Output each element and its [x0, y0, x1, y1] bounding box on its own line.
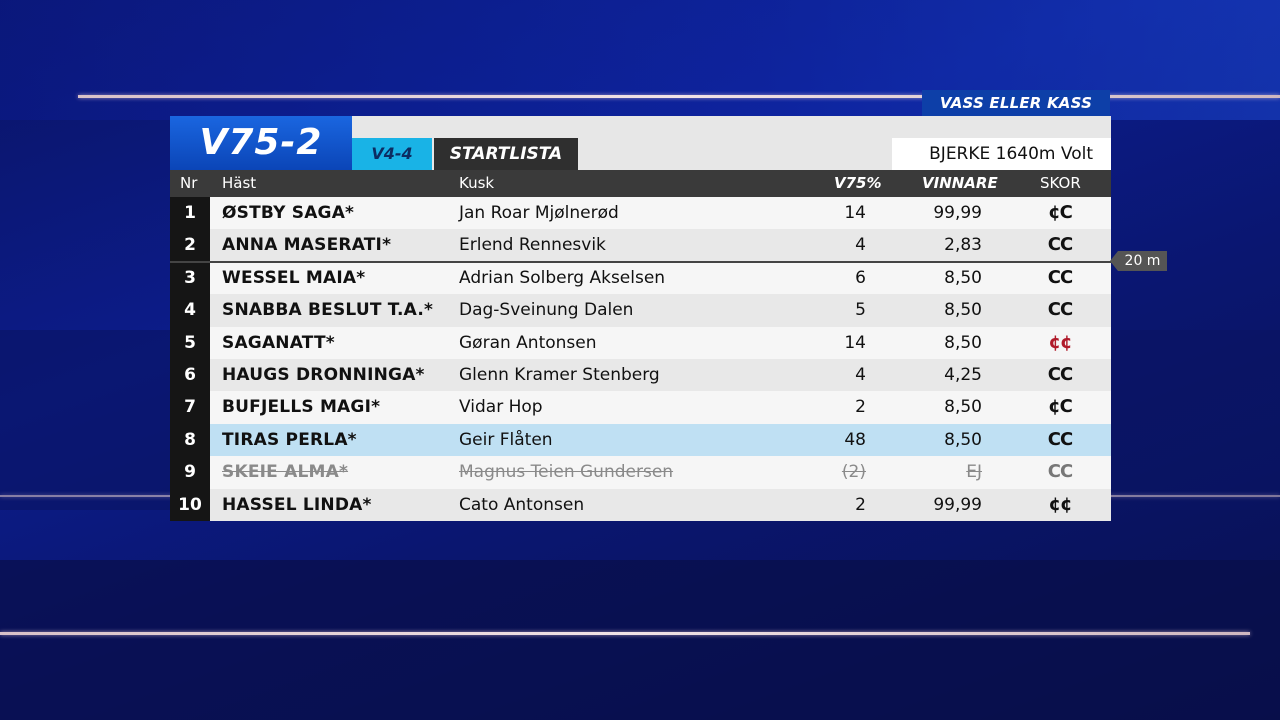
- horse-name: SKEIE ALMA*: [222, 462, 349, 483]
- col-v75: V75%: [834, 174, 882, 192]
- row-number: 5: [170, 326, 210, 359]
- row-number: 3: [170, 261, 210, 295]
- v75-percent: 4: [855, 364, 866, 385]
- race-title: V75-2: [170, 116, 352, 170]
- table-row: 5 SAGANATT* Gøran Antonsen 14 8,50 ¢¢: [170, 326, 1111, 359]
- winner-odds: 99,99: [933, 203, 982, 223]
- v75-percent: 14: [844, 203, 866, 223]
- v75-percent: 6: [855, 267, 866, 288]
- horse-name: ØSTBY SAGA*: [222, 203, 355, 223]
- horse-name: ANNA MASERATI*: [222, 235, 392, 256]
- winner-odds: 8,50: [944, 397, 982, 418]
- horse-name: SAGANATT*: [222, 332, 335, 353]
- winner-odds: 8,50: [944, 300, 982, 321]
- col-nr: Nr: [180, 174, 198, 192]
- leg-tag: V4-4: [352, 138, 432, 170]
- row-number: 2: [170, 229, 210, 262]
- table-row-scratched: 9 SKEIE ALMA* Magnus Teien Gundersen (2)…: [170, 456, 1111, 489]
- table-row: 3 WESSEL MAIA* Adrian Solberg Akselsen 6…: [170, 261, 1111, 295]
- table-row: 1 ØSTBY SAGA* Jan Roar Mjølnerød 14 99,9…: [170, 197, 1111, 230]
- row-number: 8: [170, 423, 210, 457]
- winner-odds: 4,25: [944, 364, 982, 385]
- v75-percent: 14: [844, 332, 866, 353]
- v75-percent: 48: [844, 429, 866, 450]
- table-row: 7 BUFJELLS MAGI* Vidar Hop 2 8,50 ¢C: [170, 391, 1111, 424]
- driver-name: Erlend Rennesvik: [459, 235, 606, 256]
- driver-name: Cato Antonsen: [459, 494, 585, 515]
- row-number: 10: [170, 488, 210, 521]
- table-row: 6 HAUGS DRONNINGA* Glenn Kramer Stenberg…: [170, 358, 1111, 392]
- winner-odds: 8,50: [944, 267, 982, 288]
- winner-odds: 8,50: [944, 332, 982, 353]
- winner-odds: EJ: [966, 462, 982, 483]
- shoes-indicator: CC: [1047, 299, 1073, 321]
- distance-handicap-badge: 20 m: [1110, 251, 1167, 271]
- program-badge: VASS ELLER KASS: [922, 90, 1110, 116]
- shoes-indicator: CC: [1047, 363, 1073, 385]
- row-number: 7: [170, 391, 210, 424]
- horse-name: WESSEL MAIA*: [222, 267, 366, 288]
- horse-name: SNABBA BESLUT T.A.*: [222, 300, 434, 321]
- col-kusk: Kusk: [459, 174, 495, 192]
- driver-name: Jan Roar Mjølnerød: [459, 203, 619, 223]
- startlist-panel: V75-2 V4-4 STARTLISTA BJERKE 1640m Volt …: [170, 116, 1115, 521]
- v75-percent: 2: [855, 494, 866, 515]
- v75-percent: (2): [841, 462, 866, 483]
- column-header: Nr Häst Kusk V75% VINNARE SKOR: [170, 170, 1111, 197]
- v75-percent: 2: [855, 397, 866, 418]
- shoes-indicator: CC: [1047, 266, 1073, 288]
- table-row: 4 SNABBA BESLUT T.A.* Dag-Sveinung Dalen…: [170, 294, 1111, 327]
- row-number: 9: [170, 456, 210, 489]
- driver-name: Adrian Solberg Akselsen: [459, 267, 666, 288]
- v75-percent: 5: [855, 300, 866, 321]
- shoes-indicator: CC: [1047, 428, 1073, 450]
- driver-name: Vidar Hop: [459, 397, 543, 418]
- shoes-indicator: CC: [1047, 461, 1073, 483]
- driver-name: Gøran Antonsen: [459, 332, 597, 353]
- shoes-indicator: ¢C: [1048, 396, 1073, 418]
- driver-name: Dag-Sveinung Dalen: [459, 300, 634, 321]
- driver-name: Geir Flåten: [459, 429, 553, 450]
- col-skor: SKOR: [1040, 174, 1081, 192]
- winner-odds: 99,99: [933, 494, 982, 515]
- frame-line-bottom: [0, 632, 1250, 635]
- v75-percent: 4: [855, 235, 866, 256]
- list-label: STARTLISTA: [434, 138, 578, 170]
- startlist-rows: 1 ØSTBY SAGA* Jan Roar Mjølnerød 14 99,9…: [170, 197, 1111, 521]
- horse-name: HASSEL LINDA*: [222, 494, 372, 515]
- horse-name: HAUGS DRONNINGA*: [222, 364, 425, 385]
- winner-odds: 8,50: [944, 429, 982, 450]
- winner-odds: 2,83: [944, 235, 982, 256]
- venue-info: BJERKE 1640m Volt: [892, 138, 1111, 170]
- driver-name: Magnus Teien Gundersen: [459, 462, 674, 483]
- handicap-divider: [170, 261, 1115, 263]
- shoes-indicator: ¢¢: [1048, 331, 1072, 353]
- horse-name: TIRAS PERLA*: [222, 429, 357, 450]
- row-number: 6: [170, 358, 210, 392]
- table-row-highlighted: 8 TIRAS PERLA* Geir Flåten 48 8,50 CC: [170, 423, 1111, 457]
- shoes-indicator: ¢¢: [1048, 493, 1072, 515]
- col-vinnare: VINNARE: [922, 174, 998, 192]
- shoes-indicator: ¢C: [1048, 202, 1073, 223]
- col-hast: Häst: [222, 174, 257, 192]
- row-number: 4: [170, 294, 210, 327]
- table-row: 2 ANNA MASERATI* Erlend Rennesvik 4 2,83…: [170, 229, 1111, 262]
- driver-name: Glenn Kramer Stenberg: [459, 364, 660, 385]
- shoes-indicator: CC: [1047, 234, 1073, 256]
- horse-name: BUFJELLS MAGI*: [222, 397, 381, 418]
- table-row: 10 HASSEL LINDA* Cato Antonsen 2 99,99 ¢…: [170, 488, 1111, 521]
- frame-line-top: [78, 95, 1280, 98]
- row-number: 1: [170, 197, 210, 230]
- background-band-bottom: [0, 560, 1280, 720]
